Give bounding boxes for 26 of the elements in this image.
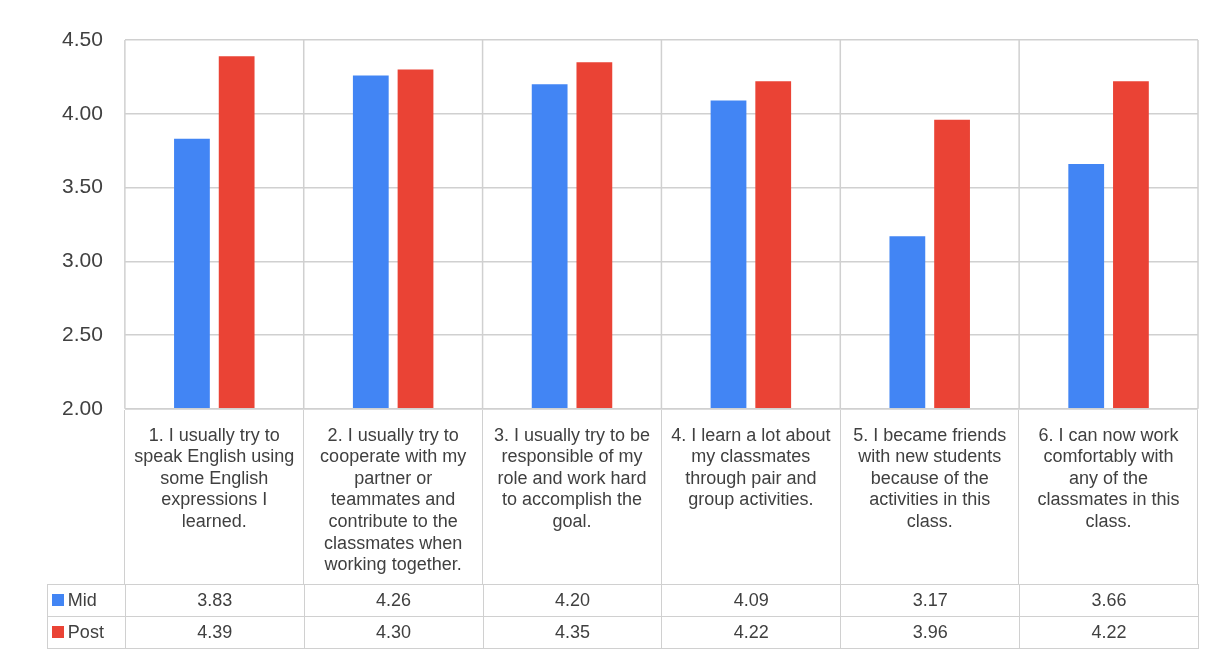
y-tick-label: 3.00 (62, 248, 103, 272)
data-label: 3.96 (840, 616, 1020, 649)
legend-label: Post (67, 622, 104, 642)
x-tick-label: 3. I usually try to be responsible of my role and work hard to accomplish the goal. (493, 424, 651, 531)
data-label: 3.17 (840, 584, 1020, 617)
x-tick-label: 6. I can now work comfortably with any of the classmates in this class. (1037, 424, 1180, 531)
x-tick-label: 5. I became friends with new students because of the activities in this class. (853, 424, 1007, 531)
data-label: 4.22 (661, 616, 841, 649)
y-tick-label: 2.00 (62, 395, 103, 419)
data-label: 4.20 (483, 584, 662, 617)
x-tick-label: 4. I learn a lot about my classmates through pair and group activities. (671, 424, 831, 510)
legend-label: Mid (67, 590, 97, 610)
data-label: 3.83 (125, 584, 305, 617)
data-label: 4.39 (125, 616, 305, 649)
x-tick-label: 1. I usually try to speak English using some English expressions I learned. (134, 424, 295, 531)
data-label: 4.30 (304, 616, 484, 649)
x-tick-label: 2. I usually try to cooperate with my partner or teammates and contribute to the classmates when working together. (320, 424, 467, 575)
data-label: 3.66 (1019, 584, 1199, 617)
data-label: 4.26 (304, 584, 484, 617)
data-label: 4.22 (1019, 616, 1199, 649)
data-label: 4.09 (661, 584, 841, 617)
y-tick-label: 3.50 (62, 174, 103, 198)
data-label: 4.35 (483, 616, 662, 649)
y-tick-label: 4.00 (62, 100, 103, 124)
y-tick-label: 2.50 (62, 321, 103, 345)
y-tick-label: 4.50 (62, 26, 103, 50)
